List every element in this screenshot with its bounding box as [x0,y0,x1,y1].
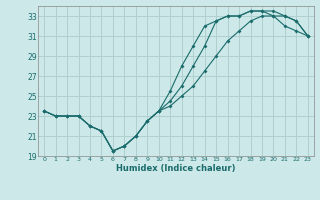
X-axis label: Humidex (Indice chaleur): Humidex (Indice chaleur) [116,164,236,173]
